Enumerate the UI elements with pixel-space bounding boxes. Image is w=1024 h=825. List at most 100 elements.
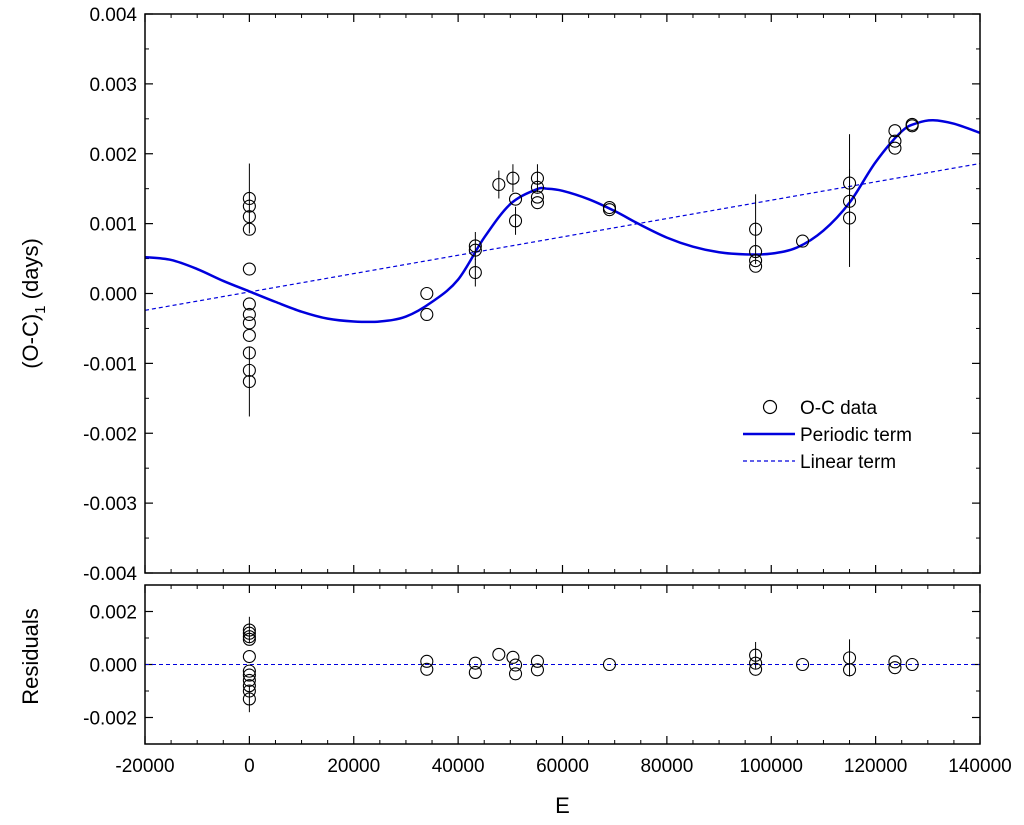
oc-data-point <box>242 222 256 236</box>
x-tick-label: 120000 <box>844 756 907 777</box>
main-data-layer <box>145 117 980 417</box>
y-tick-label: 0.004 <box>89 5 137 26</box>
x-tick-label: -20000 <box>115 756 174 777</box>
y-tick-label: 0.003 <box>89 75 137 96</box>
residual-point <box>749 656 763 670</box>
main-y-axis-label-text: (O-C) <box>18 314 43 369</box>
oc-data-point <box>492 177 506 192</box>
residual-point <box>420 662 434 676</box>
residual-point <box>468 665 482 680</box>
residual-point <box>530 654 545 668</box>
residual-point <box>905 657 919 672</box>
oc-data-point <box>242 262 256 276</box>
main-y-tick-labels: -0.004 -0.003 -0.002 -0.001 0.000 0.001 0.002 0… <box>83 5 137 585</box>
main-y-axis-label-unit: (days) <box>18 238 43 305</box>
oc-data-point <box>508 192 523 206</box>
residuals-panel: -20000 0 20000 40000 60000 80000 100000 120000 1… <box>18 584 1012 818</box>
residual-point <box>506 650 520 664</box>
y-tick-label: -0.004 <box>83 564 137 585</box>
oc-data-point <box>749 222 763 236</box>
residual-point <box>242 623 256 637</box>
residual-point <box>749 648 763 662</box>
oc-data-point <box>468 239 482 253</box>
residual-point <box>242 664 256 678</box>
legend-label-periodic-term: Periodic term <box>800 425 912 446</box>
x-tick-label: 40000 <box>432 756 485 777</box>
residual-point <box>468 656 482 670</box>
main-y-axis-label: (O-C)1 (days) <box>18 238 49 369</box>
legend-label-oc-data: O-C data <box>800 398 878 419</box>
oc-data-point <box>842 211 857 225</box>
legend: O-C data Periodic term Linear term <box>743 398 912 473</box>
oc-data-point <box>242 191 256 206</box>
residual-point <box>888 655 902 669</box>
x-axis-label: E <box>555 793 570 818</box>
residual-point <box>888 661 902 675</box>
residual-point <box>242 649 256 664</box>
residual-point <box>242 668 256 682</box>
oc-data-point <box>749 245 763 259</box>
oc-data-point <box>888 134 902 148</box>
linear-term-line <box>145 162 980 311</box>
x-tick-label: 100000 <box>740 756 803 777</box>
x-tick-label: 140000 <box>948 756 1011 777</box>
y-tick-label: 0.001 <box>89 215 137 236</box>
oc-data-point <box>530 196 545 210</box>
y-tick-label: 0.002 <box>89 145 137 166</box>
main-panel: -0.004 -0.003 -0.002 -0.001 0.000 0.001 0.002 0… <box>18 5 981 585</box>
residuals-x-tick-labels: -20000 0 20000 40000 60000 80000 100000 120000 1… <box>115 756 1011 777</box>
oc-data-point <box>796 234 810 248</box>
y-tick-label: 0.002 <box>89 603 137 624</box>
oc-data-point <box>888 124 902 138</box>
residual-point <box>242 692 256 706</box>
y-tick-label: -0.003 <box>83 494 137 515</box>
residual-point <box>796 657 810 672</box>
x-tick-label: 80000 <box>640 756 693 777</box>
oc-data-point <box>530 171 545 185</box>
oc-data-point <box>468 243 482 257</box>
y-tick-label: -0.001 <box>83 354 137 375</box>
oc-data-point <box>749 254 763 268</box>
residual-point <box>749 662 763 676</box>
oc-data-point <box>242 307 256 322</box>
residuals-y-tick-labels: -0.002 0.000 0.002 <box>83 603 137 730</box>
legend-marker-oc-data <box>762 399 778 415</box>
oc-data-point <box>242 328 256 342</box>
oc-data-point <box>749 259 763 273</box>
residual-point <box>242 630 256 644</box>
residuals-data-layer <box>145 616 980 713</box>
oc-data-point <box>242 297 256 311</box>
legend-label-linear-term: Linear term <box>800 452 896 473</box>
residual-point <box>492 647 506 661</box>
residual-point <box>508 667 523 681</box>
x-tick-label: 60000 <box>536 756 589 777</box>
y-tick-label: -0.002 <box>83 709 137 730</box>
residuals-plot-frame <box>144 584 981 745</box>
x-tick-label: 0 <box>244 756 255 777</box>
residual-point <box>420 654 434 668</box>
x-tick-label: 20000 <box>327 756 380 777</box>
y-tick-label: -0.002 <box>83 424 137 445</box>
oc-data-point <box>530 180 545 194</box>
oc-data-point <box>508 214 523 228</box>
residual-point <box>242 632 256 646</box>
residual-point <box>242 626 256 640</box>
main-y-axis-label-subscript: 1 <box>32 305 49 313</box>
residual-point <box>530 663 545 677</box>
residual-point <box>602 657 617 672</box>
oc-data-point <box>468 265 482 280</box>
y-tick-label: 0.000 <box>89 656 137 677</box>
oc-data-point <box>420 307 434 322</box>
y-tick-label: 0.000 <box>89 285 137 306</box>
oc-data-point <box>242 210 256 224</box>
oc-data-point <box>530 190 545 204</box>
oc-data-point <box>242 374 256 389</box>
periodic-term-line <box>145 118 980 324</box>
residual-point <box>508 658 523 672</box>
residual-point <box>842 663 857 677</box>
oc-data-point <box>888 141 902 155</box>
oc-data-point <box>242 316 256 330</box>
oc-data-point <box>506 171 520 185</box>
